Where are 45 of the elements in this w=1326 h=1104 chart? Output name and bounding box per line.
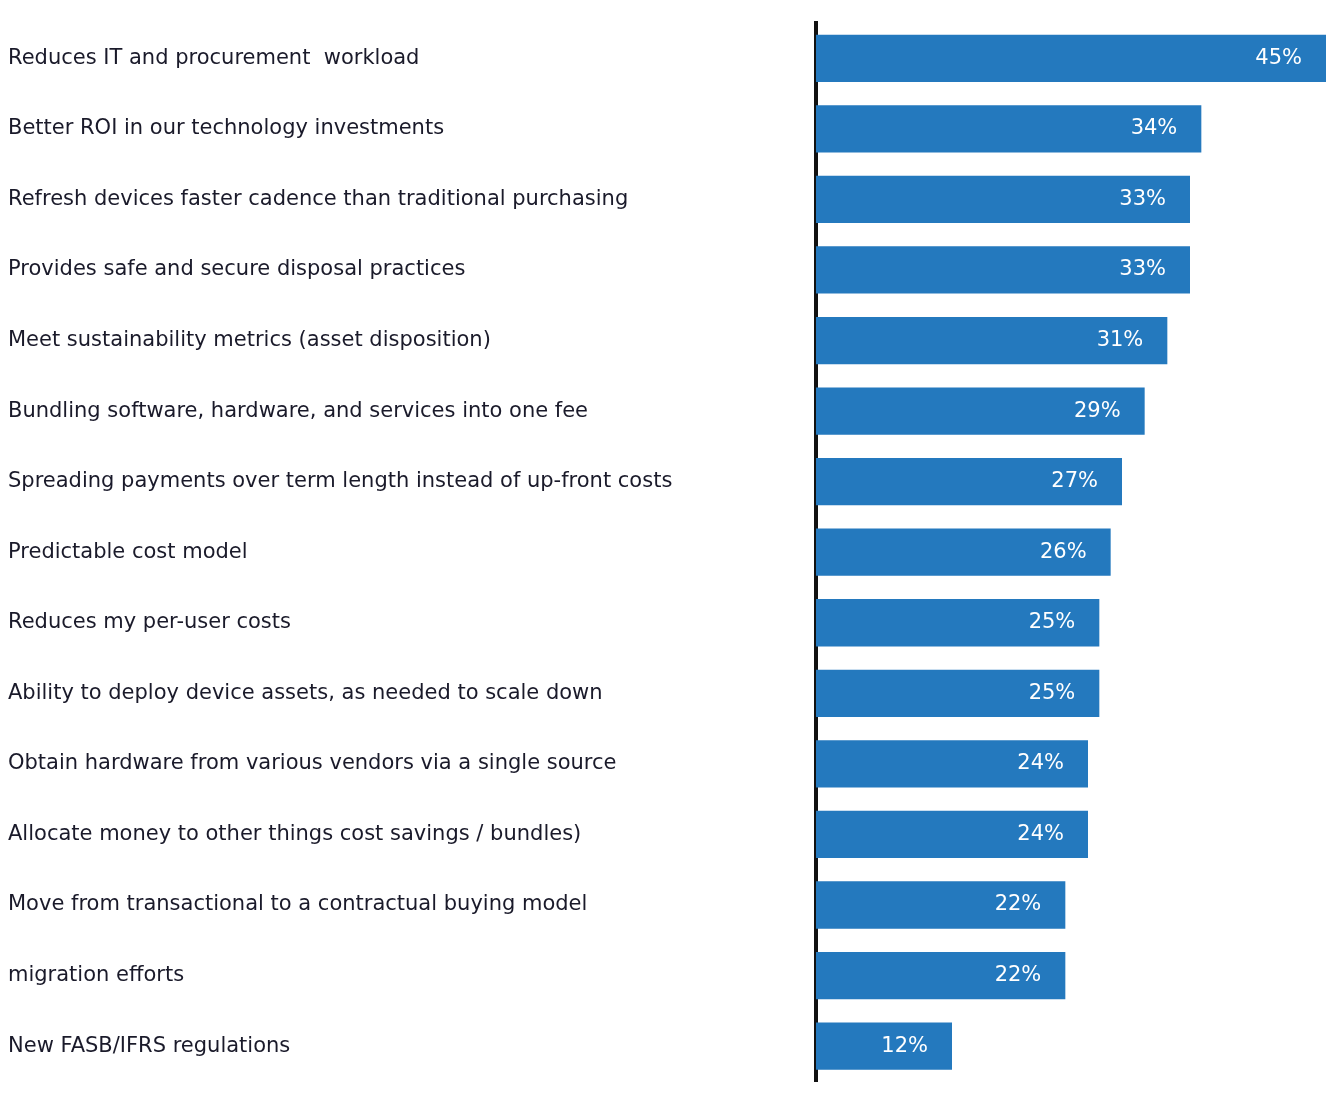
data-label: 24% <box>1017 820 1064 845</box>
bar <box>816 387 1145 435</box>
y-tick-label: Reduces my per-user costs <box>8 609 291 634</box>
y-tick-label: Provides safe and secure disposal practices <box>8 256 466 281</box>
data-label: 25% <box>1028 679 1076 704</box>
bar <box>816 246 1190 294</box>
data-label: 25% <box>1028 609 1076 634</box>
data-label: 12% <box>881 1032 928 1057</box>
y-tick-label: Predictable cost model <box>8 538 248 563</box>
data-label: 45% <box>1255 44 1302 69</box>
y-tick-label: Meet sustainability metrics (asset disposition) <box>8 326 491 351</box>
bar <box>816 528 1111 576</box>
y-tick-label: Allocate money to other things cost savings / bundles) <box>8 820 582 845</box>
bar <box>816 1022 952 1070</box>
y-tick-label: migration efforts <box>8 962 185 987</box>
bar <box>816 458 1122 506</box>
y-tick-label: Reduces IT and procurement workload <box>8 44 420 69</box>
bar <box>816 175 1190 224</box>
bar <box>816 34 1326 82</box>
data-label: 34% <box>1130 115 1178 140</box>
data-label: 31% <box>1096 326 1144 351</box>
y-tick-label: Spreading payments over term length instead of up-front costs <box>8 468 673 493</box>
data-label: 29% <box>1073 397 1121 422</box>
y-tick-label: Obtain hardware from various vendors via a single source <box>8 750 617 775</box>
y-tick-label: New FASB/IFRS regulations <box>8 1032 291 1057</box>
y-tick-label: Bundling software, hardware, and services into one fee <box>8 397 589 422</box>
bar <box>816 740 1088 788</box>
data-label: 26% <box>1039 538 1087 563</box>
bar <box>816 951 1066 1000</box>
bar <box>816 810 1088 859</box>
bar <box>816 599 1100 647</box>
data-label: 33% <box>1119 256 1166 281</box>
y-tick-label: Move from transactional to a contractual buying model <box>8 891 588 916</box>
y-tick-label: Refresh devices faster cadence than traditional purchasing <box>8 185 629 210</box>
data-label: 33% <box>1119 185 1166 210</box>
data-label: 22% <box>994 891 1042 916</box>
data-label: 27% <box>1051 468 1098 493</box>
y-tick-label: Better ROI in our technology investments <box>8 115 445 140</box>
data-label: 24% <box>1017 750 1064 775</box>
bar <box>816 669 1100 717</box>
data-label: 22% <box>994 962 1042 987</box>
y-tick-label: Ability to deploy device assets, as needed to scale down <box>8 679 603 704</box>
bar <box>816 316 1168 365</box>
bar <box>816 881 1066 929</box>
bar <box>816 105 1202 153</box>
